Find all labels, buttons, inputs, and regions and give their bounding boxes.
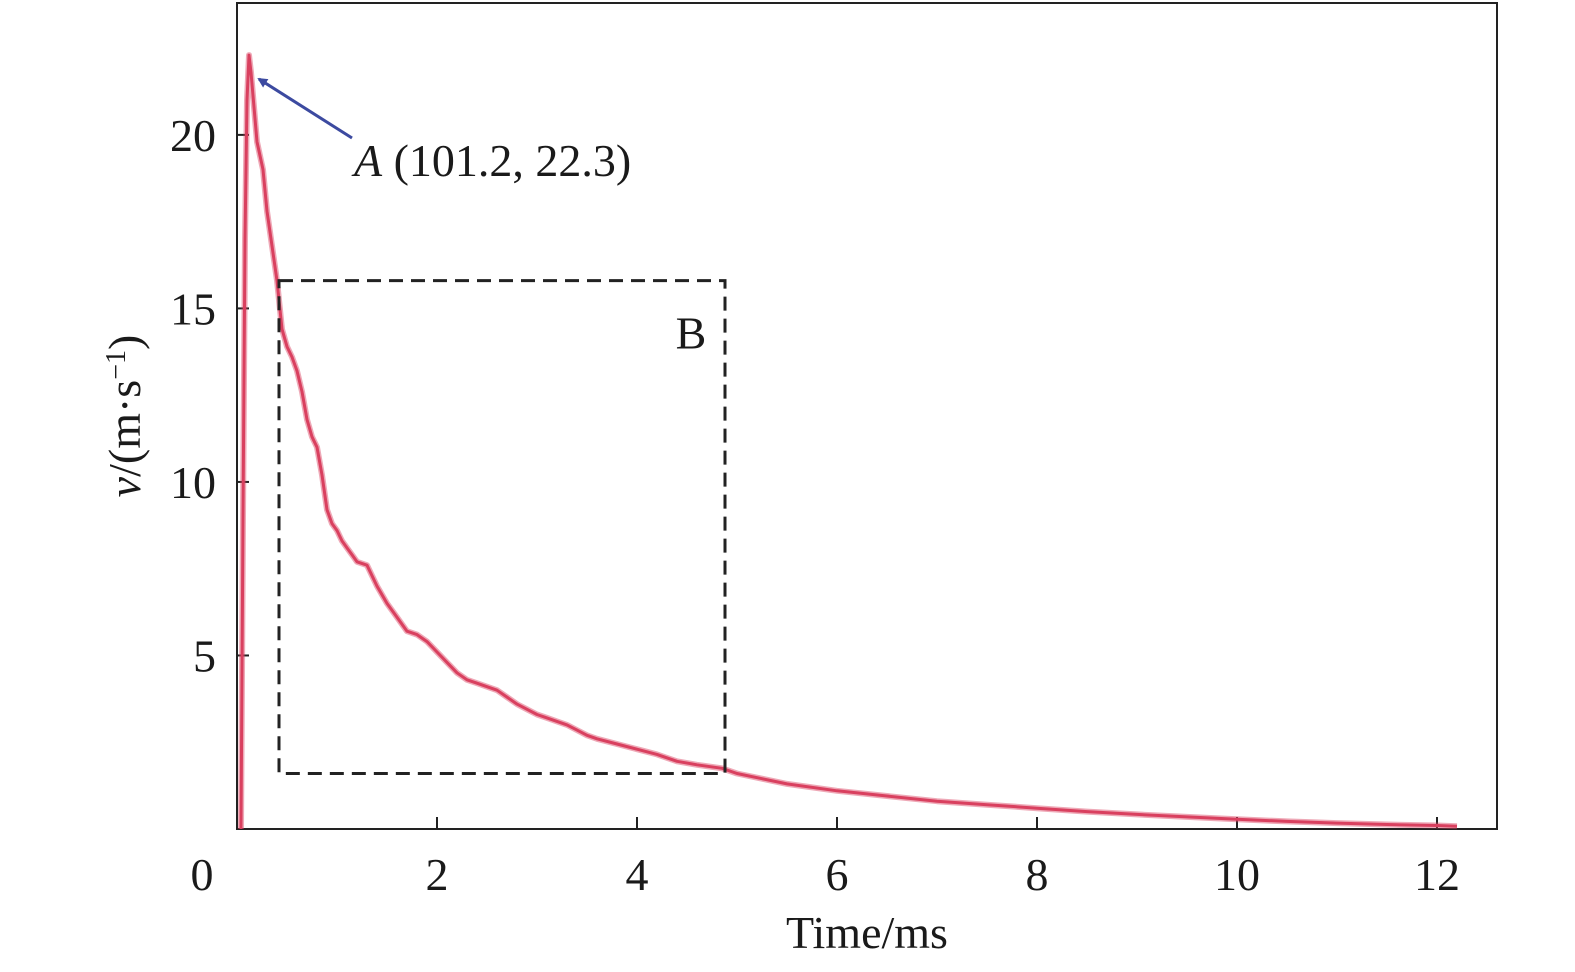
annotation-layer: A (101.2, 22.3) B [257, 77, 727, 775]
x-tick-label-3: 6 [826, 849, 849, 900]
point-a-label-coords: (101.2, 22.3) [382, 135, 631, 186]
y-tick-label-2: 15 [170, 283, 216, 334]
y-tick-label-1: 10 [170, 457, 216, 508]
region-b-label: B [676, 308, 707, 359]
point-a-label-var: A [351, 135, 383, 186]
y-axis-title-exp: −1 [101, 350, 132, 380]
y-axis-title-unit: /(m·s [99, 380, 150, 477]
x-axis-ticks: 0 2 4 6 8 10 12 [191, 817, 1460, 900]
x-tick-label-4: 8 [1026, 849, 1049, 900]
x-tick-label-5: 10 [1214, 849, 1260, 900]
y-tick-label-3: 20 [170, 110, 216, 161]
x-tick-label-2: 4 [626, 849, 649, 900]
x-tick-label-1: 2 [426, 849, 449, 900]
x-tick-label-6: 12 [1414, 849, 1460, 900]
y-axis-title: v/(m·s−1) [99, 335, 150, 498]
y-axis-title-close: ) [99, 335, 150, 350]
y-tick-label-0: 5 [193, 630, 216, 681]
y-axis-title-var: v [99, 476, 150, 497]
plot-frame [236, 2, 1498, 830]
point-a-label: A (101.2, 22.3) [351, 135, 631, 186]
x-tick-label-0: 0 [191, 849, 214, 900]
region-b-box [277, 279, 727, 775]
x-axis-title: Time/ms [786, 907, 948, 958]
point-a-arrow [257, 77, 353, 140]
y-axis-ticks: 5 10 15 20 [170, 110, 249, 681]
